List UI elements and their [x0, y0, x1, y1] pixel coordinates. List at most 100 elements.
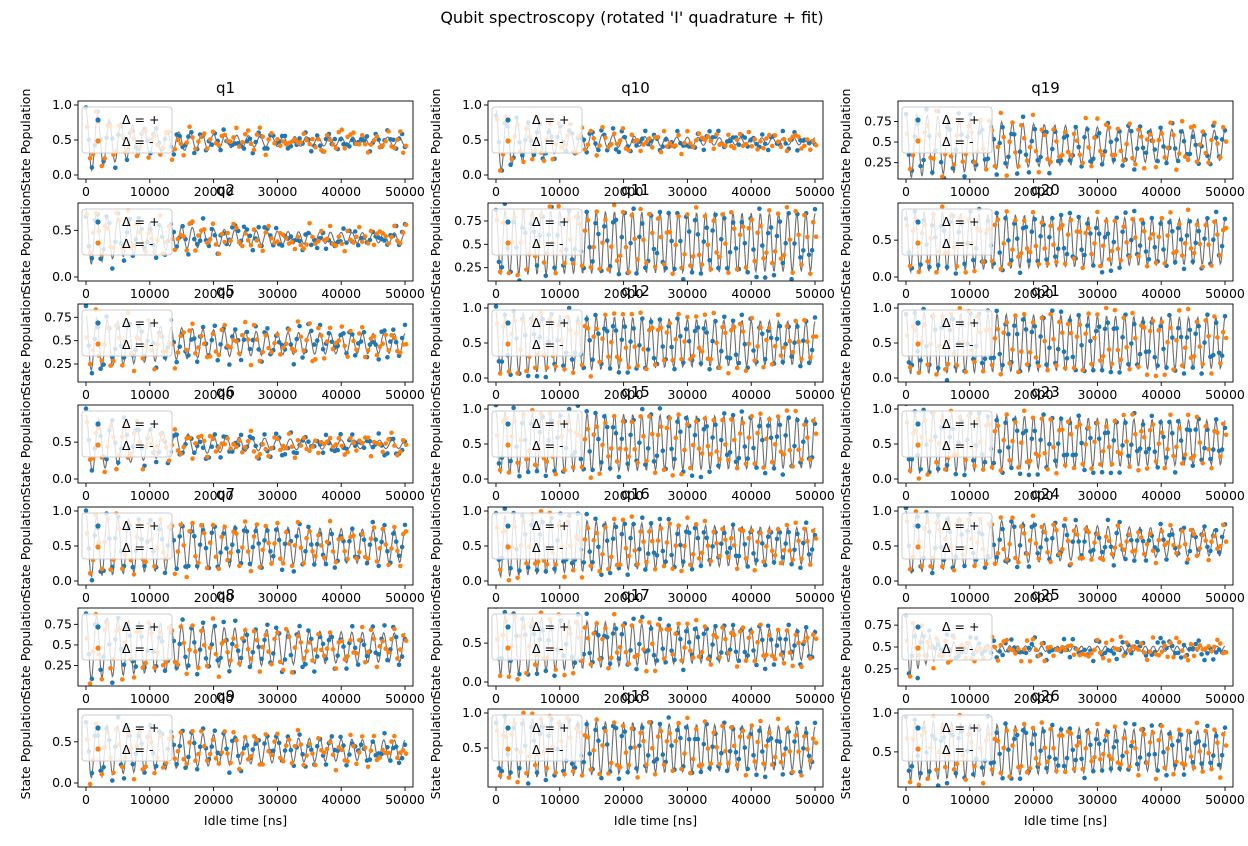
data-point-plus: [645, 347, 651, 352]
data-point-plus: [329, 531, 335, 537]
data-point-minus: [1007, 541, 1012, 547]
legend-marker-plus: [505, 421, 511, 427]
data-point-minus: [111, 358, 116, 364]
data-point-plus: [314, 338, 320, 343]
data-point-minus: [1185, 557, 1191, 562]
data-point-plus: [1175, 419, 1181, 424]
data-point-minus: [1071, 131, 1077, 137]
data-point-minus: [1030, 636, 1036, 642]
data-point-plus: [1152, 354, 1158, 360]
data-point-plus: [997, 449, 1002, 454]
x-tick-label: 50000: [795, 488, 835, 503]
data-point-minus: [617, 253, 623, 259]
data-point-plus: [273, 625, 279, 631]
data-point-plus: [262, 432, 267, 437]
x-tick-label: 50000: [795, 691, 835, 706]
x-tick-label: 20000: [194, 590, 234, 605]
x-tick-label: 20000: [194, 286, 234, 301]
data-point-plus: [153, 459, 159, 465]
data-point-minus: [1103, 424, 1109, 429]
data-point-minus: [1080, 461, 1085, 467]
data-point-minus: [380, 526, 386, 532]
data-point-plus: [666, 623, 671, 628]
legend-marker-minus: [915, 645, 921, 651]
data-point-plus: [279, 243, 285, 248]
data-point-minus: [594, 153, 599, 158]
data-point-minus: [1074, 647, 1080, 652]
data-point-plus: [971, 257, 976, 263]
data-point-minus: [316, 532, 321, 538]
data-point-plus: [1003, 420, 1008, 426]
panel-q20: 0.00.50 10000 20000 30000 40000 50000q20State…: [838, 181, 1245, 301]
data-point-minus: [231, 441, 236, 447]
data-point-plus: [531, 152, 537, 158]
data-point-minus: [614, 459, 620, 464]
data-point-plus: [194, 359, 200, 365]
data-point-plus: [1058, 158, 1064, 163]
data-point-minus: [321, 750, 327, 756]
data-point-plus: [244, 529, 250, 534]
x-tick-label: 30000: [258, 691, 298, 706]
data-point-minus: [1165, 654, 1170, 660]
data-point-minus: [316, 631, 321, 637]
data-point-minus: [1074, 138, 1080, 143]
data-point-minus: [1089, 251, 1094, 257]
data-point-plus: [508, 566, 513, 571]
data-point-plus: [1091, 368, 1096, 373]
data-point-plus: [692, 626, 698, 632]
data-point-minus: [998, 372, 1004, 377]
data-point-minus: [403, 529, 409, 534]
data-point-plus: [657, 516, 663, 522]
data-point-minus: [377, 442, 383, 447]
x-tick-label: 20000: [604, 691, 644, 706]
data-point-plus: [162, 668, 168, 673]
data-point-plus: [1076, 413, 1081, 419]
data-point-minus: [1109, 551, 1115, 557]
data-point-plus: [651, 246, 657, 252]
data-point-minus: [1127, 532, 1132, 537]
data-point-plus: [534, 671, 540, 676]
data-point-plus: [997, 140, 1002, 146]
data-point-plus: [1216, 647, 1222, 652]
data-point-plus: [716, 128, 721, 134]
data-point-minus: [1054, 259, 1059, 265]
data-point-minus: [307, 141, 312, 147]
data-point-minus: [178, 730, 184, 735]
data-point-minus: [359, 531, 365, 537]
data-point-minus: [87, 681, 93, 686]
data-point-plus: [596, 436, 601, 442]
data-point-plus: [329, 339, 335, 345]
data-point-plus: [89, 468, 95, 473]
data-point-minus: [1051, 522, 1056, 527]
data-point-plus: [742, 444, 748, 449]
data-point-plus: [648, 521, 654, 526]
x-tick-label: 0: [902, 286, 910, 301]
data-point-plus: [918, 467, 923, 472]
y-axis-label: State Population: [428, 292, 443, 395]
data-point-minus: [588, 374, 594, 379]
data-point-plus: [186, 252, 191, 257]
data-point-minus: [1124, 439, 1129, 444]
data-point-minus: [632, 236, 637, 242]
data-point-minus: [298, 443, 304, 448]
data-point-plus: [672, 456, 677, 462]
data-point-plus: [1205, 651, 1210, 656]
data-point-minus: [600, 552, 605, 557]
data-point-minus: [199, 628, 204, 634]
data-point-plus: [991, 460, 997, 466]
data-point-minus: [240, 139, 245, 145]
data-point-minus: [1200, 129, 1205, 135]
data-point-minus: [670, 566, 675, 572]
data-point-plus: [663, 559, 668, 564]
data-point-minus: [731, 632, 737, 638]
data-point-plus: [1096, 535, 1102, 541]
data-point-minus: [286, 634, 292, 640]
data-point-minus: [222, 239, 227, 245]
data-point-minus: [204, 240, 210, 245]
data-point-plus: [631, 521, 636, 527]
data-point-plus: [1196, 323, 1201, 329]
data-point-minus: [272, 739, 277, 744]
legend: Δ = +Δ = -: [81, 714, 173, 762]
data-point-plus: [625, 769, 630, 775]
data-point-minus: [254, 637, 260, 643]
